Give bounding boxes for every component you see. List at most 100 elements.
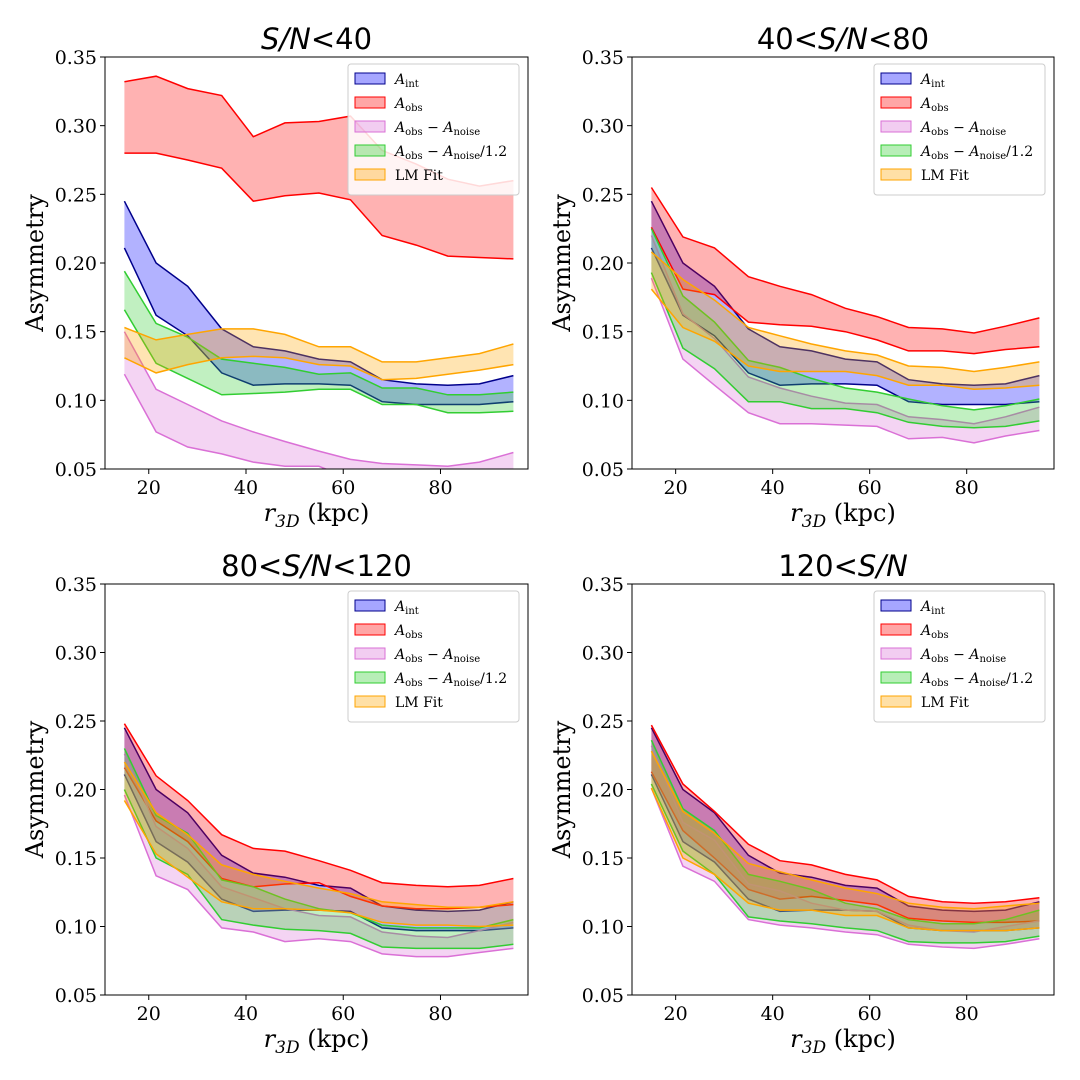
band-a-int-upper-line (123, 727, 514, 913)
x-tick-label: 20 (137, 477, 161, 499)
band-a-obs-a-noise-1-2-upper-line (123, 748, 514, 929)
legend-frame (873, 63, 1046, 196)
y-axis-label: Asymmetry (548, 194, 576, 333)
band-a-int-upper-line (123, 200, 514, 386)
band-lm-fit-lower-line (650, 288, 1040, 391)
legend-swatch (354, 96, 386, 109)
legend-label: Aobs​ − Anoise​ (919, 120, 1006, 138)
band-a-obs-a-noise-1-2-upper-line (123, 270, 514, 396)
legend-label: Aint​ (919, 599, 945, 617)
y-tick-label: 0.20 (582, 780, 624, 802)
band-a-obs (651, 725, 1040, 923)
legend-swatch (880, 599, 912, 612)
legend-label: Aobs​ (393, 623, 423, 641)
band-lm-fit (124, 327, 514, 380)
band-lm-fit (651, 751, 1040, 931)
legend: Aint​ Aobs​ Aobs​ − Anoise​ Aobs​ − Anoise/… (347, 590, 520, 723)
y-tick-label: 0.15 (582, 322, 624, 344)
legend-swatch (880, 120, 912, 133)
x-axis-label: r3D (kpc) (264, 499, 370, 532)
band-lm-fit-upper-line (650, 750, 1040, 910)
band-a-int-upper-line (650, 727, 1040, 913)
band-a-int-lower-line (123, 247, 514, 406)
panel-title: 80<S/N<120 (221, 549, 412, 583)
y-tick-label: 0.35 (55, 574, 97, 596)
band-a-obs-upper-line (123, 723, 514, 888)
legend-swatch (354, 144, 386, 157)
y-tick-label: 0.20 (55, 780, 97, 802)
band-a-obs-a-noise-1-2 (124, 271, 514, 413)
band-a-obs-a-noise-lower-line (650, 787, 1040, 950)
band-lm-fit-upper-line (124, 326, 514, 363)
legend-swatch (880, 72, 912, 85)
legend-swatch (880, 671, 912, 684)
panel-2: 20 40 60 80 0.05 0.10 0.15 0.20 0.25 0.30 0.35 Asym… (548, 22, 1055, 532)
band-a-obs-upper-line (650, 187, 1040, 334)
legend-label: Aobs​ − Anoise/1.2 (919, 144, 1033, 162)
legend-label: Aobs​ − Anoise/1.2 (393, 144, 507, 162)
y-axis-label: Asymmetry (21, 720, 49, 859)
y-tick-label: 0.30 (55, 643, 97, 665)
x-tick-label: 40 (761, 1003, 785, 1025)
legend-label: Aobs​ − Anoise/1.2 (919, 671, 1033, 689)
x-tick-label: 20 (664, 1003, 688, 1025)
band-a-int-lower-line (650, 247, 1040, 406)
y-tick-label: 0.25 (582, 184, 624, 206)
band-a-obs-a-noise (651, 235, 1040, 443)
band-lm-fit-lower-line (650, 787, 1040, 932)
band-a-obs-a-noise-1-2 (651, 228, 1040, 428)
band-a-obs-a-noise-1-2 (651, 740, 1040, 943)
x-tick-label: 80 (955, 477, 979, 499)
legend-frame (873, 590, 1046, 723)
y-tick-label: 0.25 (55, 184, 97, 206)
y-tick-label: 0.05 (582, 459, 624, 481)
y-tick-label: 0.05 (55, 985, 97, 1007)
y-tick-label: 0.20 (582, 253, 624, 275)
band-a-obs-a-noise-1-2-upper-line (650, 228, 1040, 411)
x-tick-label: 80 (955, 1003, 979, 1025)
legend-label: Aobs​ − Anoise​ (919, 647, 1006, 665)
legend-label: LM Fit (921, 168, 969, 184)
x-tick-label: 60 (858, 1003, 882, 1025)
x-axis-label: r3D (kpc) (790, 1025, 896, 1058)
legend-swatch (354, 120, 386, 133)
legend-frame (347, 63, 520, 196)
band-a-obs (124, 76, 514, 259)
y-tick-label: 0.05 (582, 985, 624, 1007)
legend: Aint​ Aobs​ Aobs​ − Anoise​ Aobs​ − Anoise/… (873, 590, 1046, 723)
band-a-obs-a-noise-1-2-lower-line (123, 789, 514, 950)
y-tick-label: 0.10 (55, 917, 97, 939)
legend-swatch (354, 647, 386, 660)
y-tick-label: 0.35 (582, 574, 624, 596)
y-tick-label: 0.10 (582, 390, 624, 412)
legend-label: LM Fit (395, 695, 443, 711)
y-tick-label: 0.35 (582, 47, 624, 69)
band-a-obs-a-noise-1-2 (124, 748, 514, 949)
x-tick-label: 20 (664, 477, 688, 499)
band-a-obs-a-noise-upper-line (650, 745, 1040, 933)
band-lm-fit (124, 762, 514, 927)
legend: Aint​ Aobs​ Aobs​ − Anoise​ Aobs​ − Anoise/… (873, 63, 1046, 196)
legend-swatch (354, 168, 386, 181)
legend-swatch (880, 623, 912, 636)
band-a-obs-a-noise (651, 745, 1040, 949)
x-tick-label: 40 (234, 1003, 258, 1025)
band-a-obs-a-noise-upper-line (123, 753, 514, 939)
band-lm-fit-upper-line (123, 761, 514, 909)
legend-label: Aobs​ − Anoise​ (393, 647, 480, 665)
y-axis-label: Asymmetry (21, 194, 49, 333)
legend-swatch (880, 168, 912, 181)
panel-title: 120<S/N (778, 549, 908, 583)
band-lm-fit-lower-line (123, 800, 514, 928)
legend-label: Aobs​ − Anoise/1.2 (393, 671, 507, 689)
band-a-int (124, 201, 514, 405)
plot-area (123, 75, 514, 469)
band-a-obs-a-noise-lower-line (650, 277, 1040, 444)
y-tick-label: 0.15 (55, 322, 97, 344)
band-a-obs-a-noise-lower-line (123, 794, 514, 958)
x-tick-label: 40 (234, 477, 258, 499)
band-a-obs-a-noise-upper-line (123, 331, 514, 468)
band-lm-fit-lower-line (124, 355, 514, 381)
band-a-obs (651, 187, 1040, 354)
y-tick-label: 0.35 (55, 47, 97, 69)
